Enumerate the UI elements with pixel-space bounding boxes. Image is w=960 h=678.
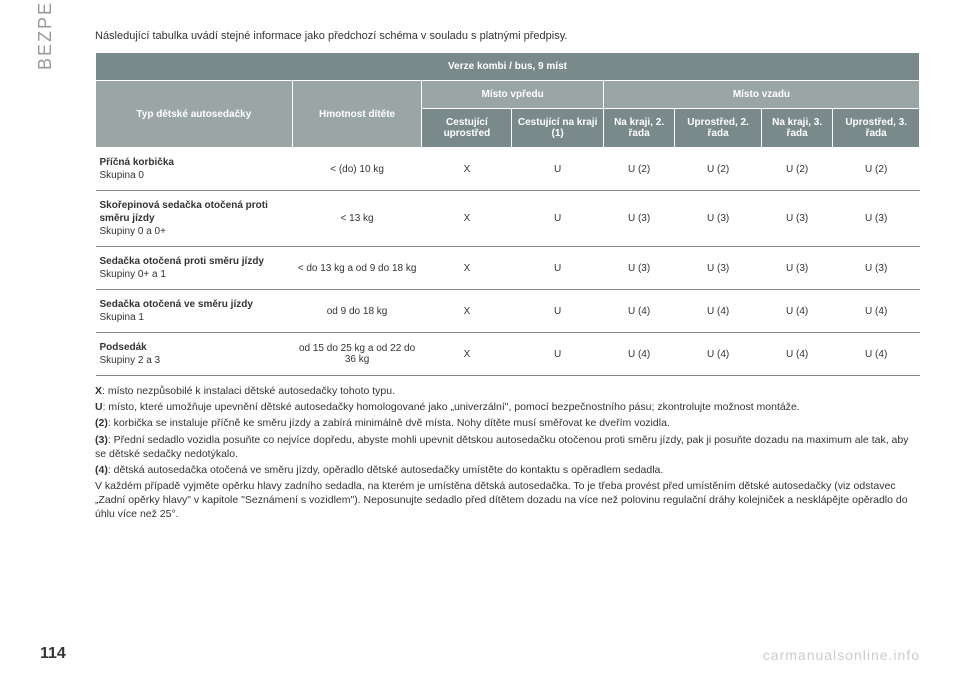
col-weight: Hmotnost dítěte bbox=[292, 81, 422, 148]
seat-table: Verze kombi / bus, 9 míst Typ dětské aut… bbox=[95, 52, 920, 376]
cell-value: U (2) bbox=[761, 148, 832, 191]
cell-value: U (3) bbox=[833, 247, 920, 290]
row-weight: od 15 do 25 kg a od 22 do 36 kg bbox=[292, 333, 422, 376]
group-front: Místo vpředu bbox=[422, 81, 603, 109]
watermark: carmanualsonline.info bbox=[763, 647, 920, 663]
row-label: Skořepinová sedačka otočená proti směru … bbox=[96, 191, 293, 247]
row-weight: < (do) 10 kg bbox=[292, 148, 422, 191]
cell-value: U (3) bbox=[603, 247, 674, 290]
sub-front2: Cestující na kraji (1) bbox=[512, 109, 603, 148]
row-weight: < do 13 kg a od 9 do 18 kg bbox=[292, 247, 422, 290]
header-main: Verze kombi / bus, 9 míst bbox=[96, 53, 920, 81]
cell-value: X bbox=[422, 333, 512, 376]
cell-value: U (4) bbox=[761, 290, 832, 333]
cell-value: U (2) bbox=[833, 148, 920, 191]
table-row: Sedačka otočená proti směru jízdySkupiny… bbox=[96, 247, 920, 290]
cell-value: U (4) bbox=[833, 290, 920, 333]
row-label: Příčná korbičkaSkupina 0 bbox=[96, 148, 293, 191]
note-line: U: místo, které umožňuje upevnění dětské… bbox=[95, 400, 920, 414]
sub-rear2: Uprostřed, 2. řada bbox=[675, 109, 762, 148]
cell-value: X bbox=[422, 191, 512, 247]
note-line: V každém případě vyjměte opěrku hlavy za… bbox=[95, 479, 920, 522]
page-number: 114 bbox=[40, 645, 66, 663]
row-label: Sedačka otočená proti směru jízdySkupiny… bbox=[96, 247, 293, 290]
cell-value: X bbox=[422, 247, 512, 290]
note-line: (4): dětská autosedačka otočená ve směru… bbox=[95, 463, 920, 477]
side-label: BEZPEČNOST bbox=[35, 0, 56, 70]
cell-value: U (2) bbox=[603, 148, 674, 191]
cell-value: U (4) bbox=[675, 290, 762, 333]
table-row: PodsedákSkupiny 2 a 3od 15 do 25 kg a od… bbox=[96, 333, 920, 376]
cell-value: U (4) bbox=[603, 333, 674, 376]
cell-value: U (4) bbox=[603, 290, 674, 333]
cell-value: U (3) bbox=[761, 191, 832, 247]
sub-front1: Cestující uprostřed bbox=[422, 109, 512, 148]
row-weight: < 13 kg bbox=[292, 191, 422, 247]
row-weight: od 9 do 18 kg bbox=[292, 290, 422, 333]
cell-value: U (4) bbox=[761, 333, 832, 376]
cell-value: U bbox=[512, 290, 603, 333]
table-row: Skořepinová sedačka otočená proti směru … bbox=[96, 191, 920, 247]
note-line: (3): Přední sedadlo vozidla posuňte co n… bbox=[95, 433, 920, 461]
cell-value: U bbox=[512, 191, 603, 247]
cell-value: X bbox=[422, 290, 512, 333]
cell-value: U (4) bbox=[833, 333, 920, 376]
sub-rear4: Uprostřed, 3. řada bbox=[833, 109, 920, 148]
notes: X: místo nezpůsobilé k instalaci dětské … bbox=[95, 384, 920, 522]
group-rear: Místo vzadu bbox=[603, 81, 919, 109]
cell-value: U (3) bbox=[833, 191, 920, 247]
intro-text: Následující tabulka uvádí stejné informa… bbox=[95, 30, 920, 42]
cell-value: U bbox=[512, 247, 603, 290]
cell-value: U (3) bbox=[761, 247, 832, 290]
note-line: (2): korbička se instaluje příčně ke smě… bbox=[95, 416, 920, 430]
row-label: Sedačka otočená ve směru jízdySkupina 1 bbox=[96, 290, 293, 333]
cell-value: U bbox=[512, 148, 603, 191]
cell-value: U (2) bbox=[675, 148, 762, 191]
note-line: X: místo nezpůsobilé k instalaci dětské … bbox=[95, 384, 920, 398]
row-label: PodsedákSkupiny 2 a 3 bbox=[96, 333, 293, 376]
col-type: Typ dětské autosedačky bbox=[96, 81, 293, 148]
cell-value: U bbox=[512, 333, 603, 376]
table-row: Sedačka otočená ve směru jízdySkupina 1o… bbox=[96, 290, 920, 333]
sub-rear1: Na kraji, 2. řada bbox=[603, 109, 674, 148]
sub-rear3: Na kraji, 3. řada bbox=[761, 109, 832, 148]
cell-value: U (4) bbox=[675, 333, 762, 376]
table-row: Příčná korbičkaSkupina 0< (do) 10 kgXUU … bbox=[96, 148, 920, 191]
cell-value: U (3) bbox=[675, 247, 762, 290]
cell-value: U (3) bbox=[603, 191, 674, 247]
cell-value: U (3) bbox=[675, 191, 762, 247]
cell-value: X bbox=[422, 148, 512, 191]
